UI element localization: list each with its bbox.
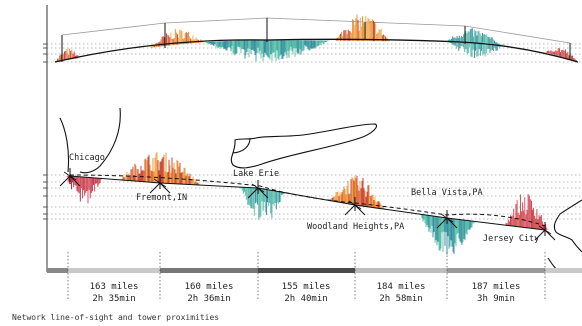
city-label-woodland-heights: Woodland Heights,PA bbox=[307, 222, 404, 232]
segment-bar-piece bbox=[160, 268, 258, 273]
segment-5-time: 3h 9min bbox=[477, 294, 515, 304]
tower-arm bbox=[153, 178, 167, 188]
bottom-elevation-profile bbox=[47, 152, 582, 255]
bottom-reference-lines bbox=[47, 174, 582, 220]
segment-bar-piece bbox=[68, 268, 160, 273]
segment-bar-piece bbox=[447, 268, 545, 273]
lake-erie-outline bbox=[230, 123, 377, 169]
top-spikes bbox=[55, 14, 578, 62]
lake-michigan-outline bbox=[59, 107, 121, 174]
tower-arm bbox=[63, 171, 77, 181]
top-ground-curve bbox=[54, 38, 579, 63]
segment-4-time: 2h 58min bbox=[379, 294, 422, 304]
segment-3-miles: 155 miles bbox=[282, 282, 331, 292]
segment-4-miles: 184 miles bbox=[377, 282, 426, 292]
tower-leg bbox=[247, 187, 259, 199]
top-tower-markers bbox=[61, 18, 571, 62]
segment-5-miles: 187 miles bbox=[472, 282, 521, 292]
segment-2-miles: 160 miles bbox=[185, 282, 234, 292]
top-elevation-profile bbox=[47, 14, 582, 63]
tower-leg bbox=[544, 229, 556, 241]
bottom-tower-markers bbox=[59, 168, 556, 241]
city-label-jersey-city: Jersey City bbox=[483, 234, 539, 244]
tower-arm bbox=[440, 213, 454, 223]
segment-3-time: 2h 40min bbox=[284, 294, 327, 304]
segment-2-time: 2h 36min bbox=[187, 294, 230, 304]
city-label-lake-erie: Lake Erie bbox=[233, 169, 279, 179]
city-label-chicago: Chicago bbox=[69, 153, 105, 163]
segment-bar-piece bbox=[47, 268, 68, 273]
city-labels: Chicago Fremont,IN Lake Erie Woodland He… bbox=[69, 153, 539, 244]
segment-distance-bar bbox=[47, 268, 582, 273]
city-label-bella-vista: Bella Vista,PA bbox=[411, 188, 483, 198]
top-reference-lines bbox=[47, 43, 582, 63]
route-dashed-line bbox=[69, 174, 546, 227]
tower-leg bbox=[149, 182, 161, 194]
tower-leg bbox=[159, 182, 171, 194]
segment-bar-piece bbox=[258, 268, 355, 273]
figure-caption: Network line-of-sight and tower proximit… bbox=[12, 313, 220, 322]
tower-arm bbox=[538, 225, 552, 235]
tower-leg bbox=[446, 217, 458, 229]
bottom-spikes bbox=[66, 152, 549, 255]
route-line-of-sight bbox=[69, 175, 546, 231]
tower-arm bbox=[348, 200, 362, 210]
coast-outline bbox=[547, 199, 582, 273]
segment-bar-piece bbox=[545, 268, 582, 273]
tower-leg bbox=[344, 204, 356, 216]
tower-leg bbox=[534, 229, 546, 241]
tower-leg bbox=[59, 175, 71, 187]
segment-bar-piece bbox=[355, 268, 447, 273]
axis-ticks bbox=[43, 43, 47, 220]
tower-leg bbox=[257, 187, 269, 199]
segment-labels: 163 miles 2h 35min 160 miles 2h 36min 15… bbox=[90, 282, 521, 304]
tower-leg bbox=[69, 175, 81, 187]
segment-dividers bbox=[67, 252, 546, 300]
tower-arm bbox=[251, 183, 265, 193]
tower-leg bbox=[436, 217, 448, 229]
segment-1-miles: 163 miles bbox=[90, 282, 139, 292]
map-outlines bbox=[59, 107, 582, 273]
segment-1-time: 2h 35min bbox=[92, 294, 135, 304]
city-label-fremont: Fremont,IN bbox=[136, 193, 187, 203]
tower-leg bbox=[354, 204, 366, 216]
top-line-of-sight-arc bbox=[61, 17, 571, 44]
